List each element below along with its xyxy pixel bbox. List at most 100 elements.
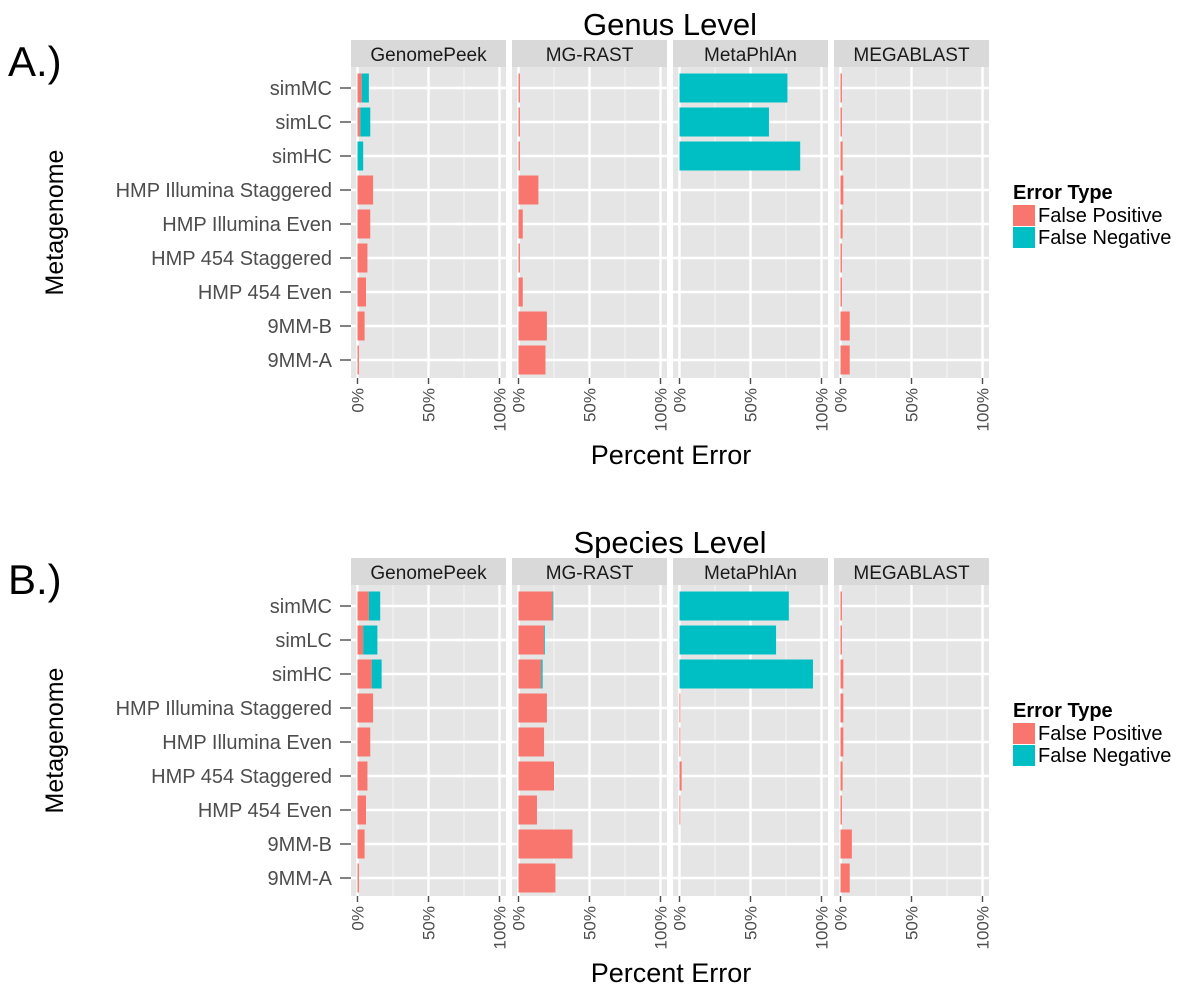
- y-tick-label: simLC: [275, 630, 332, 652]
- bar-false-positive: [357, 863, 359, 893]
- legend-swatch: [1013, 723, 1035, 744]
- bar-false-negative: [360, 107, 371, 137]
- bar-false-positive: [840, 141, 843, 171]
- bar-false-negative: [361, 73, 369, 103]
- bar-false-positive: [840, 727, 844, 757]
- facet-metaphlan: MetaPhlAn 0% 50% 100%: [671, 558, 832, 949]
- y-tick-label: HMP 454 Even: [198, 282, 332, 304]
- panel-label: B.): [8, 556, 62, 603]
- bar-false-positive: [840, 761, 843, 791]
- bar-false-positive: [679, 727, 681, 757]
- bar-false-positive: [357, 591, 369, 621]
- bar-false-positive: [357, 659, 372, 689]
- bar-false-positive: [840, 209, 843, 239]
- chart-title: Species Level: [573, 525, 766, 560]
- legend-swatch: [1013, 745, 1035, 766]
- facet-label: MetaPhlAn: [704, 563, 797, 584]
- bar-false-positive: [518, 277, 523, 307]
- x-tick-label: 0%: [671, 388, 690, 413]
- bar-false-positive: [840, 73, 842, 103]
- chart-title: Genus Level: [583, 7, 757, 42]
- bar-false-positive: [840, 693, 844, 723]
- bar-false-positive: [679, 795, 681, 825]
- y-tick-label: HMP Illumina Staggered: [116, 180, 332, 202]
- bar-false-positive: [357, 277, 367, 307]
- facet-genomepeek: GenomePeek 0% 50% 100%: [349, 40, 510, 431]
- x-tick-label: 0%: [832, 388, 851, 413]
- bar-false-positive: [840, 625, 842, 655]
- y-tick-label: 9MM-B: [268, 316, 332, 338]
- y-tick-label: simMC: [270, 596, 332, 618]
- y-tick-label: HMP 454 Even: [198, 800, 332, 822]
- facet-label: GenomePeek: [370, 45, 487, 66]
- facet-strip: [673, 558, 828, 585]
- bar-false-negative: [679, 625, 777, 655]
- facet-metaphlan: MetaPhlAn 0% 50% 100%: [671, 40, 832, 431]
- legend-title: Error Type: [1013, 700, 1113, 722]
- bar-false-positive: [518, 795, 537, 825]
- x-tick-label: 0%: [510, 388, 529, 413]
- bar-false-positive: [840, 175, 844, 205]
- bar-false-positive: [518, 175, 539, 205]
- bar-false-positive: [518, 73, 520, 103]
- y-axis-title: Metagenome: [41, 668, 69, 814]
- y-tick-label: HMP 454 Staggered: [151, 248, 332, 270]
- bar-false-positive: [357, 107, 361, 137]
- x-tick-label: 50%: [742, 388, 761, 422]
- y-axis-title: Metagenome: [41, 150, 69, 296]
- facet-genomepeek: GenomePeek 0% 50% 100%: [349, 558, 510, 949]
- facet-label: MEGABLAST: [853, 45, 970, 66]
- legend-swatch: [1013, 205, 1035, 226]
- bar-false-negative: [363, 625, 378, 655]
- legend-label: False Positive: [1038, 205, 1163, 227]
- bar-false-positive: [518, 345, 546, 375]
- facet-strip: [512, 558, 667, 585]
- y-tick-label: simHC: [272, 146, 332, 168]
- facet-strip: [351, 40, 506, 67]
- x-tick-label: 50%: [420, 388, 439, 422]
- bar-false-negative: [679, 107, 769, 137]
- bar-false-negative: [371, 659, 382, 689]
- y-tick-label: HMP Illumina Even: [162, 732, 332, 754]
- legend-label: False Negative: [1038, 227, 1171, 249]
- y-tick-label: simMC: [270, 78, 332, 100]
- x-tick-label: 0%: [349, 388, 368, 413]
- bar-false-positive: [518, 141, 520, 171]
- x-tick-label: 50%: [903, 906, 922, 940]
- y-tick-label: simHC: [272, 664, 332, 686]
- bar-false-positive: [518, 625, 545, 655]
- bar-false-positive: [518, 311, 547, 341]
- bar-false-positive: [518, 107, 520, 137]
- bar-false-positive: [357, 693, 374, 723]
- y-tick-label: HMP Illumina Even: [162, 214, 332, 236]
- bar-false-negative: [544, 625, 545, 655]
- bar-false-negative: [679, 659, 813, 689]
- x-tick-label: 100%: [652, 388, 671, 431]
- bar-false-negative: [368, 591, 381, 621]
- y-tick-label: HMP Illumina Staggered: [116, 698, 332, 720]
- bar-false-positive: [840, 863, 850, 893]
- bar-false-positive: [679, 761, 682, 791]
- facet-mg-rast: MG-RAST 0% 50% 100%: [510, 558, 671, 949]
- facet-strip: [834, 40, 989, 67]
- facet-label: MG-RAST: [546, 563, 634, 584]
- bar-false-positive: [518, 829, 573, 859]
- bar-false-positive: [679, 693, 681, 723]
- bar-false-positive: [518, 693, 547, 723]
- x-tick-label: 0%: [349, 906, 368, 931]
- bar-false-positive: [357, 761, 368, 791]
- facet-label: MetaPhlAn: [704, 45, 797, 66]
- legend-label: False Positive: [1038, 723, 1163, 745]
- x-tick-label: 50%: [581, 388, 600, 422]
- bar-false-positive: [518, 243, 520, 273]
- facet-megablast: MEGABLAST 0% 50% 100%: [832, 558, 993, 949]
- facet-strip: [512, 40, 667, 67]
- bar-false-positive: [840, 311, 850, 341]
- bar-false-positive: [840, 107, 842, 137]
- x-tick-label: 100%: [813, 906, 832, 949]
- bar-false-negative: [679, 591, 789, 621]
- bar-false-positive: [357, 243, 368, 273]
